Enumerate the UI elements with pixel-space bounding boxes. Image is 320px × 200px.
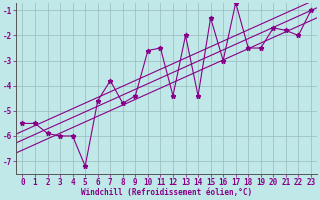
X-axis label: Windchill (Refroidissement éolien,°C): Windchill (Refroidissement éolien,°C): [81, 188, 252, 197]
